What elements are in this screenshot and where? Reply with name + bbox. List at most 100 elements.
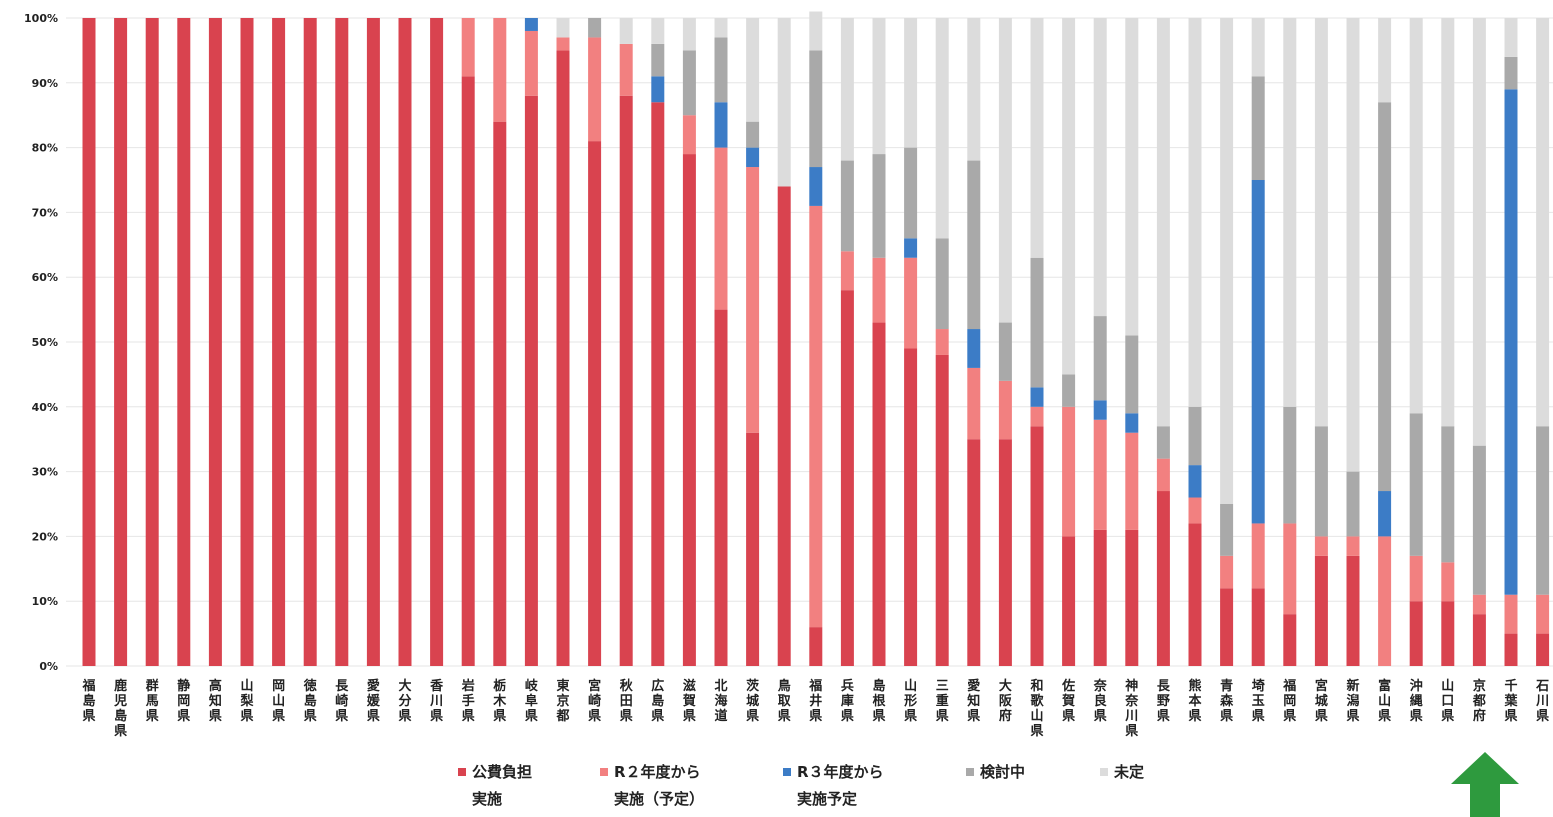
bar-segment (967, 160, 981, 330)
bar-segment (1378, 491, 1392, 537)
bar-segment (967, 329, 981, 368)
bar-segment (1314, 555, 1328, 666)
x-category-label: 新潟県 (1346, 678, 1359, 724)
x-category-label: 和歌山県 (1030, 678, 1044, 739)
x-category-label: 石川県 (1535, 679, 1549, 724)
bar-segment (1093, 419, 1107, 530)
x-category-label: 鹿児島県 (113, 678, 127, 739)
x-category-label: 神奈川県 (1124, 678, 1139, 739)
y-tick-label: 90% (32, 77, 58, 90)
x-category-label: 山形県 (904, 678, 917, 724)
legend: 公費負担実施 R２年度から実施（予定） R３年度から実施予定 検討中 未定 (458, 763, 1144, 808)
legend-label: 検討中 (980, 763, 1025, 781)
bar-segment (1409, 555, 1423, 602)
bar-segment (1093, 529, 1107, 666)
bar-segment (840, 290, 854, 666)
x-category-label: 茨城県 (746, 678, 760, 724)
x-category-label: 佐賀県 (1061, 678, 1075, 724)
bar-segment (746, 147, 760, 168)
bar-segment (1283, 523, 1297, 615)
x-category-label: 兵庫県 (841, 678, 854, 724)
bar-segment (904, 238, 918, 258)
bar-segment (493, 18, 507, 122)
bar-segment (1156, 491, 1170, 666)
bar-segment (1220, 555, 1234, 589)
x-category-label: 熊本県 (1188, 678, 1201, 724)
bar-segment (1093, 316, 1107, 401)
bar-segment (1346, 536, 1360, 556)
bar-segment (1346, 18, 1360, 472)
x-category-label: 福井県 (808, 678, 822, 724)
bar-segment (1030, 426, 1044, 666)
bar-segment (809, 11, 823, 51)
bar-segment (998, 18, 1012, 323)
bar-segment (1156, 426, 1170, 459)
bar-segment (809, 627, 823, 666)
x-category-label: 山口県 (1441, 678, 1454, 724)
bar-segment (1188, 497, 1202, 524)
y-tick-label: 50% (32, 336, 58, 349)
bar-segment (619, 95, 633, 666)
bars (82, 11, 1550, 667)
legend-swatch (1100, 768, 1108, 776)
y-tick-label: 10% (32, 595, 58, 608)
bar-segment (746, 167, 760, 433)
bar-segment (1030, 18, 1044, 258)
bar-segment (588, 18, 602, 38)
bar-segment (1504, 18, 1518, 57)
bar-segment (461, 18, 475, 77)
bar-segment (1062, 536, 1076, 666)
x-category-label: 長崎県 (335, 679, 349, 724)
x-category-label: 千葉県 (1503, 678, 1518, 724)
bar-segment (1378, 18, 1392, 103)
bar-segment (1472, 445, 1486, 595)
bar-segment (682, 50, 696, 116)
bar-segment (1378, 102, 1392, 492)
bar-segment (1283, 614, 1297, 666)
x-category-label: 沖縄県 (1410, 678, 1423, 724)
legend-swatch (600, 768, 608, 776)
bar-segment (1251, 523, 1265, 589)
y-tick-label: 20% (32, 530, 58, 543)
bar-segment (1504, 56, 1518, 90)
bar-segment (1188, 523, 1202, 666)
bar-segment (177, 18, 191, 666)
x-category-label: 群馬県 (146, 678, 159, 724)
bar-segment (1030, 406, 1044, 427)
bar-segment (1283, 18, 1297, 407)
bar-segment (872, 322, 886, 666)
bar-segment (651, 102, 665, 667)
x-category-label: 東京都 (555, 678, 569, 724)
x-category-label: 鳥取県 (778, 678, 792, 724)
bar-segment (1062, 374, 1076, 407)
bar-segment (1062, 406, 1076, 537)
bar-segment (840, 160, 854, 252)
bar-segment (935, 354, 949, 666)
bar-segment (1441, 426, 1455, 563)
bar-segment (1536, 18, 1550, 427)
bar-segment (1441, 18, 1455, 427)
legend-label: R３年度から実施予定 (797, 763, 884, 808)
bar-segment (967, 367, 981, 440)
bar-segment (809, 205, 823, 628)
legend-swatch (458, 768, 466, 776)
bar-segment (651, 18, 665, 44)
bar-segment (1093, 18, 1107, 317)
bar-segment (1314, 536, 1328, 556)
x-category-label: 宮城県 (1315, 678, 1328, 724)
x-axis-labels: 福島県 鹿児島県 群馬県 静岡県 高知県 山梨県 岡山県 徳島県 長崎県 愛媛県 大分県 香川県 岩手県… (81, 678, 1549, 739)
bar-segment (430, 18, 444, 666)
x-category-label: 大分県 (398, 678, 411, 724)
x-category-label: 広島県 (651, 678, 664, 724)
bar-segment (904, 18, 918, 148)
bar-segment (1283, 406, 1297, 524)
bar-segment (1346, 555, 1360, 666)
bar-segment (998, 439, 1012, 666)
bar-segment (1409, 413, 1423, 556)
bar-segment (1536, 594, 1550, 634)
y-tick-label: 40% (32, 401, 58, 414)
bar-segment (714, 309, 728, 666)
bar-segment (998, 380, 1012, 440)
bar-segment (872, 18, 886, 155)
